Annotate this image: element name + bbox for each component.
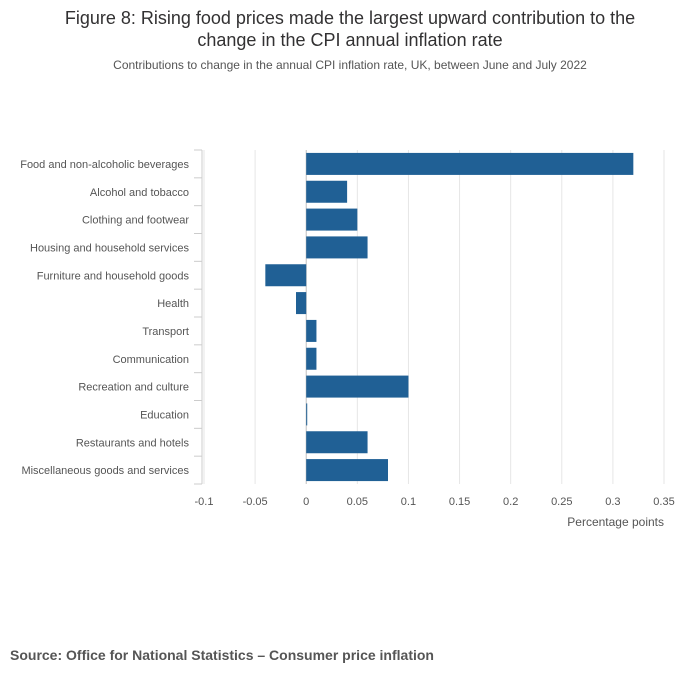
x-tick-label-8: 0.3 [605,496,620,508]
category-label-11: Miscellaneous goods and services [21,465,189,477]
bars [265,152,634,482]
x-tick-labels: -0.1 -0.05 0 0.05 0.1 0.15 0.2 0.25 0.3 0.35 [195,496,675,508]
category-label-3: Housing and household services [30,242,189,254]
bar-chart: Food and non-alcoholic beverages Alcohol … [20,149,675,529]
category-label-9: Education [140,409,189,421]
x-tick-label-9: 0.35 [653,496,674,508]
bar-10 [306,431,368,454]
bar-2 [306,208,358,231]
x-tick-label-7: 0.25 [551,496,572,508]
category-labels: Food and non-alcoholic beverages Alcohol … [20,159,189,477]
x-tick-label-4: 0.1 [401,496,416,508]
bar-9 [306,403,308,426]
chart-title-line-1: Figure 8: Rising food prices made the la… [64,8,636,28]
bar-11 [306,459,388,482]
x-tick-label-5: 0.15 [449,496,470,508]
x-tick-label-6: 0.2 [503,496,518,508]
bar-4 [265,264,307,287]
bar-7 [306,347,317,370]
bar-0 [306,152,634,175]
grid-lines [194,149,665,485]
category-label-6: Transport [142,326,189,338]
bar-1 [306,180,348,203]
category-label-10: Restaurants and hotels [76,437,190,449]
x-tick-label-1: -0.05 [243,496,268,508]
chart-title: Figure 8: Rising food prices made the la… [0,7,700,51]
bar-8 [306,375,409,398]
x-axis-title: Percentage points [567,515,664,529]
category-label-0: Food and non-alcoholic beverages [20,159,189,171]
category-label-7: Communication [113,354,189,366]
category-label-1: Alcohol and tobacco [90,187,189,199]
category-label-5: Health [157,298,189,310]
x-tick-label-3: 0.05 [347,496,368,508]
bar-6 [306,319,317,342]
chart-subtitle: Contributions to change in the annual CP… [113,58,587,72]
source-note: Source: Office for National Statistics –… [10,647,434,663]
category-label-4: Furniture and household goods [37,270,190,282]
category-label-2: Clothing and footwear [82,215,189,227]
category-label-8: Recreation and culture [78,382,189,394]
bar-5 [296,292,307,315]
x-tick-label-0: -0.1 [195,496,214,508]
bar-3 [306,236,368,259]
chart-title-line-2: change in the CPI annual inflation rate [197,30,503,50]
x-tick-label-2: 0 [303,496,309,508]
